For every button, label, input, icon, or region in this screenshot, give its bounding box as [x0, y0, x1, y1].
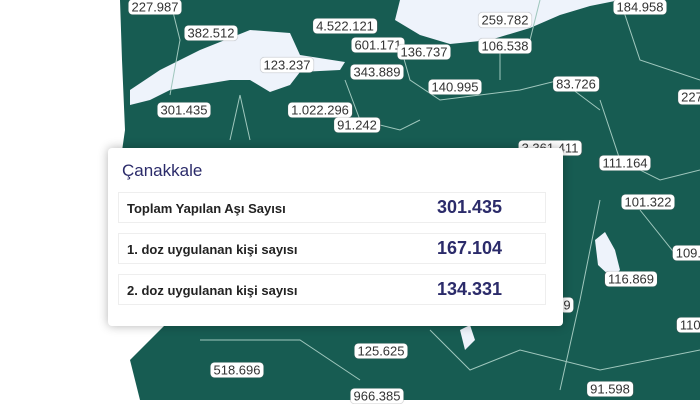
stat-value: 134.331 [437, 279, 503, 299]
province-name: Çanakkale [122, 161, 203, 180]
province-value-label[interactable]: 382.512 [184, 25, 238, 41]
stat-row-dose2: 2. doz uygulanan kişi sayısı 134.331 [118, 274, 546, 305]
stat-row-total: Toplam Yapılan Aşı Sayısı 301.435 [118, 192, 546, 223]
province-value-label[interactable]: 125.625 [354, 343, 408, 359]
province-value-label[interactable]: 227.987 [128, 0, 182, 15]
stat-label: 1. doz uygulanan kişi sayısı [127, 242, 298, 257]
province-value-label[interactable]: 1.022.296 [288, 102, 352, 118]
stat-label: 2. doz uygulanan kişi sayısı [127, 283, 298, 298]
province-value-label[interactable]: 966.385 [350, 388, 404, 404]
province-value-label[interactable]: 140.995 [428, 79, 482, 95]
province-value-label[interactable]: 123.237 [260, 57, 314, 73]
marmara-sea [130, 30, 345, 105]
province-value-label[interactable]: 518.696 [210, 362, 264, 378]
province-value-label[interactable]: 259.782 [478, 12, 532, 28]
province-value-label[interactable]: 109.6 [672, 245, 700, 261]
province-tooltip: Çanakkale Toplam Yapılan Aşı Sayısı 301.… [108, 148, 563, 326]
province-value-label[interactable]: 116.869 [604, 271, 658, 287]
province-value-label[interactable]: 9 [560, 297, 574, 313]
province-value-label[interactable]: 111.164 [599, 155, 651, 171]
lake-small [460, 325, 475, 350]
province-value-label[interactable]: 136.737 [397, 44, 451, 60]
province-value-label[interactable]: 301.435 [157, 102, 211, 118]
province-value-label[interactable]: 343.889 [350, 64, 404, 80]
stat-label: Toplam Yapılan Aşı Sayısı [127, 201, 286, 216]
stat-value: 301.435 [437, 197, 503, 217]
province-value-label[interactable]: 106.538 [478, 38, 532, 54]
stat-row-dose1: 1. doz uygulanan kişi sayısı 167.104 [118, 233, 546, 264]
province-value-label[interactable]: 91.242 [334, 117, 380, 133]
province-value-label[interactable]: 227 [678, 89, 700, 105]
province-value-label[interactable]: 184.958 [613, 0, 667, 15]
province-value-label[interactable]: 91.598 [587, 381, 633, 397]
province-value-label[interactable]: 83.726 [553, 76, 599, 92]
province-value-label[interactable]: 110. [676, 317, 700, 333]
province-value-label[interactable]: 101.322 [621, 194, 675, 210]
lake [595, 232, 620, 278]
stat-value: 167.104 [437, 238, 503, 258]
province-value-label[interactable]: 601.171 [351, 37, 405, 53]
black-sea [395, 0, 700, 44]
province-value-label[interactable]: 4.522.121 [313, 18, 377, 34]
